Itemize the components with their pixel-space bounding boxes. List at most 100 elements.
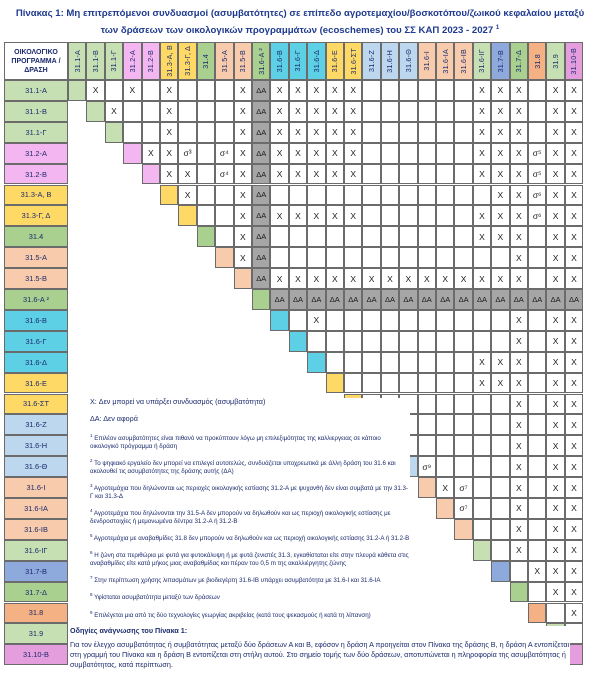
column-header-label: 31.6-Ζ: [367, 50, 377, 72]
matrix-cell: [325, 309, 344, 331]
matrix-cell: [454, 163, 473, 185]
matrix-cell: X: [160, 121, 179, 143]
matrix-cell: [178, 80, 197, 101]
matrix-cell: X: [325, 100, 344, 122]
matrix-cell: X: [491, 163, 510, 185]
incompatible-mark: X: [571, 503, 577, 514]
incompatible-mark: X: [515, 231, 522, 242]
column-header: 31.6-Ι: [417, 42, 436, 80]
incompatible-mark: X: [350, 148, 357, 159]
row-header: 31.6-Ι: [4, 477, 68, 498]
matrix-cell: X: [344, 121, 363, 143]
matrix-cell: X: [344, 142, 363, 164]
matrix-cell: [528, 581, 547, 603]
matrix-cell: [325, 226, 344, 248]
incompatible-mark: X: [479, 85, 485, 96]
matrix-cell: ΔΑ: [344, 289, 363, 310]
matrix-cell: X: [509, 100, 528, 122]
column-header: 31.6-Ε: [325, 42, 344, 80]
matrix-cell: X: [233, 142, 252, 164]
matrix-cell: X: [472, 372, 492, 394]
matrix-cell: [472, 435, 492, 457]
title-line-1: Πίνακας 1: Μη επιτρεπόμενοι συνδυασμοί (…: [15, 8, 585, 19]
matrix-cell: X: [546, 205, 565, 227]
matrix-cell: [528, 100, 547, 122]
matrix-cell: X: [270, 205, 289, 227]
matrix-cell: [454, 80, 473, 101]
matrix-cell: [528, 414, 547, 436]
incompatible-mark: X: [571, 127, 577, 138]
matrix-cell: X: [307, 142, 326, 164]
matrix-cell: [472, 498, 492, 519]
matrix-cell: [436, 351, 455, 373]
matrix-cell: [380, 309, 400, 331]
incompatible-mark: X: [313, 315, 320, 326]
matrix-cell: [528, 518, 547, 540]
column-header: 31.2-Α: [123, 42, 142, 80]
matrix-cell: ΔΑ: [546, 289, 565, 310]
matrix-cell: [399, 100, 418, 122]
incompatible-mark: X: [515, 85, 522, 96]
column-header-label: 31.2-Α: [127, 49, 137, 73]
matrix-cell: [454, 309, 473, 331]
matrix-cell: X: [546, 184, 565, 206]
matrix-cell: X: [564, 414, 584, 436]
matrix-cell: σ⁵: [528, 163, 547, 185]
matrix-cell: X: [270, 121, 289, 143]
row-header: 31.1-Β: [4, 100, 68, 122]
matrix-cell: [436, 163, 455, 185]
matrix-cell: ΔΑ: [325, 289, 344, 310]
row-header: 31.9: [4, 623, 68, 645]
matrix-cell: σ³: [178, 142, 197, 164]
matrix-cell: [454, 330, 473, 352]
matrix-cell: [399, 226, 418, 248]
incompatible-mark: X: [571, 148, 577, 159]
matrix-cell: X: [472, 268, 492, 289]
matrix-cell: X: [491, 100, 510, 122]
matrix-cell: X: [178, 184, 197, 206]
matrix-cell: [325, 247, 344, 269]
incompatible-mark: X: [350, 127, 357, 138]
matrix-cell: ΔΑ: [252, 80, 271, 101]
matrix-cell: [417, 163, 436, 185]
matrix-cell: X: [564, 456, 584, 478]
matrix-cell: [472, 518, 492, 540]
incompatible-mark: X: [571, 336, 577, 347]
incompatible-mark: X: [295, 273, 301, 284]
matrix-cell: ΔΑ: [472, 289, 492, 310]
incompatible-mark: X: [571, 315, 577, 326]
matrix-cell: X: [491, 121, 510, 143]
incompatible-mark: X: [552, 440, 559, 451]
matrix-cell: [454, 414, 473, 436]
matrix-cell: X: [288, 163, 308, 185]
matrix-cell: X: [509, 414, 528, 436]
matrix-cell: X: [417, 268, 436, 289]
matrix-cell: X: [509, 518, 528, 540]
incompatible-mark: X: [552, 189, 559, 200]
row-header: 31.10-Β: [4, 644, 68, 666]
incompatible-mark: X: [552, 587, 559, 598]
matrix-cell: ΔΑ: [252, 142, 271, 164]
matrix-cell: X: [546, 351, 565, 373]
matrix-cell: [344, 351, 363, 373]
matrix-cell: X: [472, 121, 492, 143]
matrix-cell: X: [288, 268, 308, 289]
incompatible-mark: X: [515, 524, 522, 535]
matrix-cell: X: [344, 163, 363, 185]
footnote-5: 5 Αγροτεμάχια με αναβαθμίδες 31.8 δεν μπ…: [90, 533, 410, 543]
da-legend: ΔΑ: Δεν αφορά: [90, 414, 138, 423]
matrix-cell: X: [509, 142, 528, 164]
not-applicable-mark: ΔΑ: [421, 294, 432, 304]
matrix-cell: ΔΑ: [362, 289, 381, 310]
matrix-cell: X: [307, 205, 326, 227]
matrix-cell: σ⁵: [528, 142, 547, 164]
matrix-cell: [362, 351, 381, 373]
matrix-cell: [417, 393, 436, 415]
footnote-mark: σ⁹: [422, 461, 432, 472]
not-applicable-mark: ΔΑ: [495, 294, 506, 304]
matrix-cell: ΔΑ: [399, 289, 418, 310]
matrix-cell: [436, 309, 455, 331]
incompatible-mark: X: [331, 148, 338, 159]
matrix-cell: [362, 163, 381, 185]
matrix-cell: X: [509, 163, 528, 185]
